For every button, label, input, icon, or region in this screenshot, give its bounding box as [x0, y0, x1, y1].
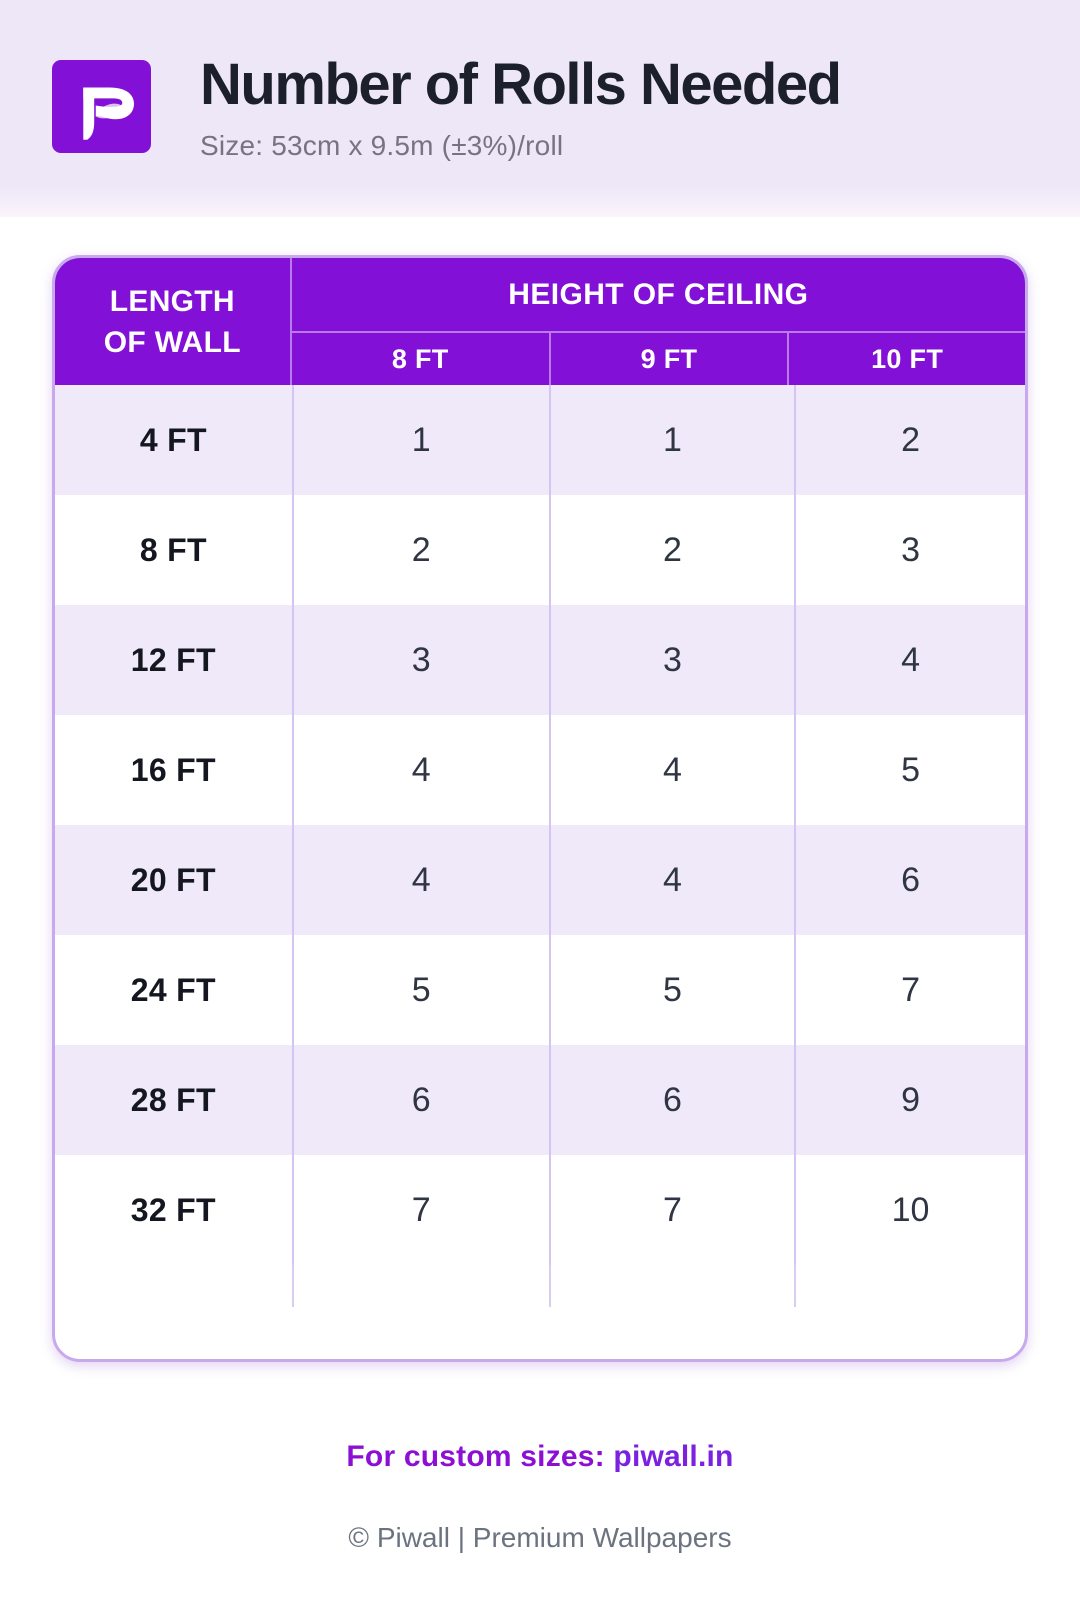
- row-label: 12 FT: [130, 641, 216, 678]
- cell-16ft-8ft: 4: [291, 715, 549, 825]
- table-row-28ft: 28 FT 6 6 9: [55, 1045, 1025, 1155]
- header-titles: Number of Rolls Needed Size: 53cm x 9.5m…: [200, 52, 842, 162]
- table-header: LENGTH OF WALL HEIGHT OF CEILING 8 FT 9 …: [55, 258, 1025, 385]
- cell-32ft-10ft: 10: [794, 1155, 1025, 1265]
- cell-16ft-10ft: 5: [794, 715, 1025, 825]
- cell-8ft-8ft: 2: [291, 495, 549, 605]
- table-row-24ft: 24 FT 5 5 7: [55, 935, 1025, 1045]
- row-label: 16 FT: [130, 751, 216, 788]
- divider-stubs: [55, 1265, 1025, 1307]
- table-row-12ft: 12 FT 3 3 4: [55, 605, 1025, 715]
- table-row-20ft: 20 FT 4 4 6: [55, 825, 1025, 935]
- cell-32ft-8ft: 7: [291, 1155, 549, 1265]
- col-header-9ft: 9 FT: [548, 333, 788, 385]
- length-of-wall-line2: OF WALL: [103, 325, 241, 359]
- header-band: Number of Rolls Needed Size: 53cm x 9.5m…: [0, 0, 1080, 217]
- col-group-header-height-of-ceiling: HEIGHT OF CEILING: [291, 258, 1025, 333]
- page-title: Number of Rolls Needed: [200, 52, 842, 117]
- cell-4ft-8ft: 1: [291, 385, 549, 495]
- row-label: 24 FT: [130, 971, 216, 1008]
- cell-12ft-8ft: 3: [291, 605, 549, 715]
- divider-stub: [548, 1265, 794, 1307]
- custom-sizes-note: For custom sizes: piwall.in: [0, 1440, 1080, 1474]
- length-of-wall-line1: LENGTH: [109, 284, 235, 318]
- cell-8ft-10ft: 3: [794, 495, 1025, 605]
- cell-20ft-10ft: 6: [794, 825, 1025, 935]
- piwall-p-icon: [82, 87, 134, 140]
- piwall-link[interactable]: piwall.in: [613, 1440, 734, 1473]
- row-label: 8 FT: [139, 531, 207, 568]
- cell-28ft-10ft: 9: [794, 1045, 1025, 1155]
- col-header-length-of-wall: LENGTH OF WALL: [55, 258, 292, 385]
- cell-24ft-10ft: 7: [794, 935, 1025, 1045]
- height-of-ceiling-group: HEIGHT OF CEILING 8 FT 9 FT 10 FT: [291, 258, 1025, 385]
- table-row-16ft: 16 FT 4 4 5: [55, 715, 1025, 825]
- divider-stub: [794, 1265, 1025, 1307]
- cell-16ft-9ft: 4: [548, 715, 794, 825]
- row-label: 32 FT: [130, 1191, 216, 1228]
- ceiling-subheaders: 8 FT 9 FT 10 FT: [292, 333, 1025, 385]
- cell-20ft-8ft: 4: [291, 825, 549, 935]
- cell-28ft-9ft: 6: [548, 1045, 794, 1155]
- custom-sizes-label: For custom sizes:: [346, 1440, 605, 1473]
- roll-size-subtitle: Size: 53cm x 9.5m (±3%)/roll: [200, 130, 564, 161]
- cell-4ft-9ft: 1: [548, 385, 794, 495]
- cell-24ft-8ft: 5: [291, 935, 549, 1045]
- copyright-text: © Piwall | Premium Wallpapers: [348, 1522, 732, 1553]
- divider-stub: [291, 1265, 549, 1307]
- cell-24ft-9ft: 5: [548, 935, 794, 1045]
- cell-28ft-8ft: 6: [291, 1045, 549, 1155]
- table-row-8ft: 8 FT 2 2 3: [55, 495, 1025, 605]
- piwall-logo: [52, 60, 151, 153]
- cell-20ft-9ft: 4: [548, 825, 794, 935]
- cell-12ft-10ft: 4: [794, 605, 1025, 715]
- row-label: 4 FT: [139, 421, 207, 458]
- table-row-4ft: 4 FT 1 1 2: [55, 385, 1025, 495]
- row-label: 28 FT: [130, 1081, 216, 1118]
- rolls-table-card: LENGTH OF WALL HEIGHT OF CEILING 8 FT 9 …: [52, 255, 1028, 1362]
- cell-32ft-9ft: 7: [548, 1155, 794, 1265]
- table-row-32ft: 32 FT 7 7 10: [55, 1155, 1025, 1265]
- table-body: 4 FT 1 1 2 8 FT 2 2 3 12 FT 3 3 4 16 FT …: [55, 385, 1025, 1307]
- cell-4ft-10ft: 2: [794, 385, 1025, 495]
- cell-8ft-9ft: 2: [548, 495, 794, 605]
- cell-12ft-9ft: 3: [548, 605, 794, 715]
- col-header-8ft: 8 FT: [391, 343, 449, 374]
- row-label: 20 FT: [130, 861, 216, 898]
- col-header-10ft: 10 FT: [787, 333, 1025, 385]
